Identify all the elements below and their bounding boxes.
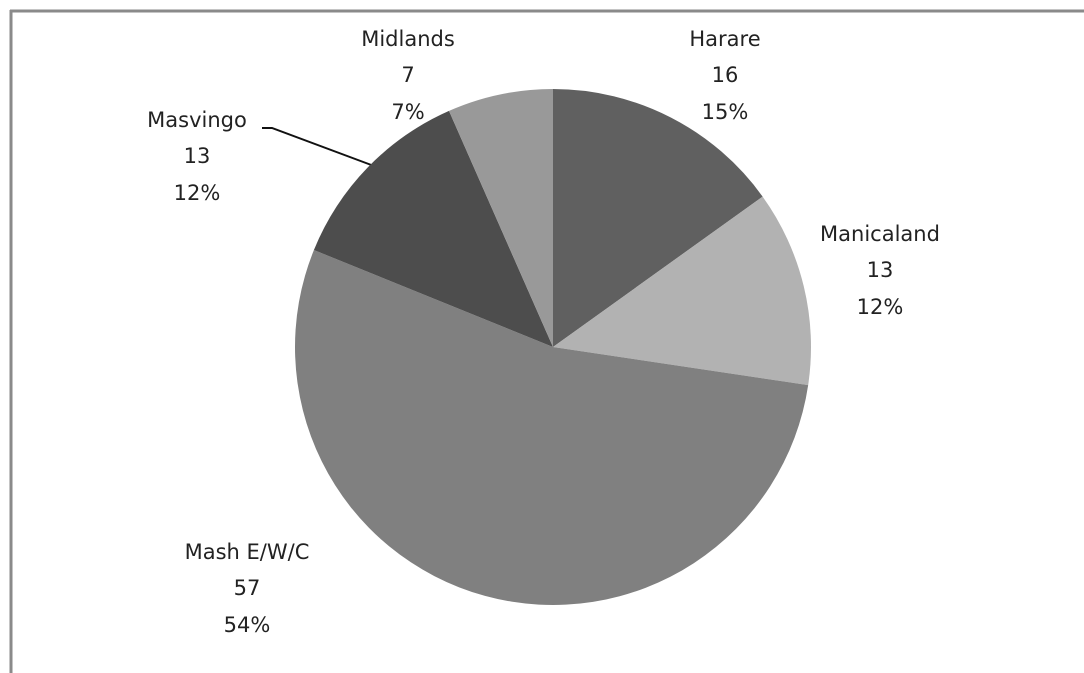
slice-percent: 15% (702, 100, 749, 124)
slice-label: Masvingo (147, 108, 247, 132)
pie-slice (553, 196, 811, 386)
leader-line (262, 127, 375, 167)
slice-percent: 12% (174, 181, 221, 205)
slice-label: Midlands (361, 27, 455, 51)
pie-slice (553, 89, 763, 347)
slice-value: 13 (867, 258, 894, 282)
pie-slice (294, 250, 809, 606)
slice-percent: 12% (857, 295, 904, 319)
slice-label: Harare (689, 27, 760, 51)
slice-label: Mash E/W/C (185, 540, 310, 564)
slice-percent: 7% (391, 100, 424, 124)
pie-slice (448, 89, 553, 347)
slice-percent: 54% (224, 613, 271, 637)
pie-slice (313, 110, 553, 348)
slice-value: 7 (401, 63, 414, 87)
slice-value: 16 (712, 63, 739, 87)
slice-value: 13 (184, 144, 211, 168)
slice-value: 57 (234, 576, 261, 600)
slice-label: Manicaland (820, 222, 940, 246)
